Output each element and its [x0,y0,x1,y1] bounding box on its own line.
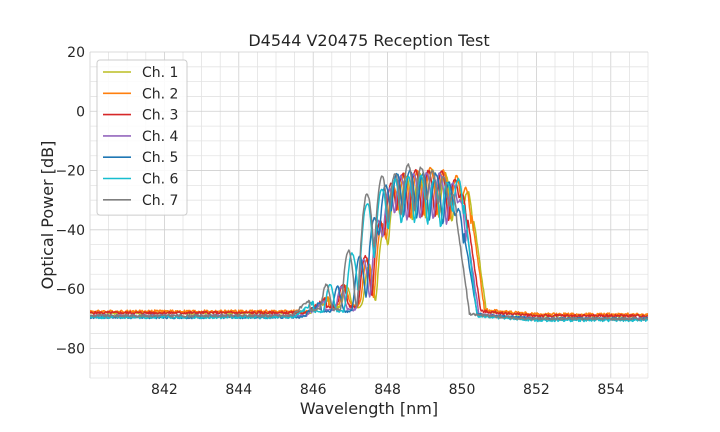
y-tick-label: −40 [55,223,85,239]
legend-label: Ch. 2 [142,86,178,102]
legend-label: Ch. 1 [142,65,178,81]
y-tick-label: −20 [55,164,85,180]
chart-title: D4544 V20475 Reception Test [248,31,489,50]
legend: Ch. 1 Ch. 2 Ch. 3 Ch. 4 Ch. 5 Ch. 6 Ch. 7 [96,59,188,216]
y-tick-label: −60 [55,282,85,298]
x-tick-label: 850 [449,382,476,398]
legend-label: Ch. 7 [142,193,178,209]
series-line-3 [90,168,648,318]
series-line-7 [90,163,648,321]
y-tick-label: 20 [67,45,85,61]
legend-box [96,59,188,216]
x-tick-label: 846 [300,382,327,398]
x-axis-label: Wavelength [nm] [300,399,438,418]
y-axis-label: Optical Power [dB] [38,141,57,290]
legend-label: Ch. 4 [142,129,179,145]
tick-labels: 842 844 846 848 850 852 854 −80 −60 −40 −20 0 20 [55,45,624,398]
legend-label: Ch. 5 [142,150,178,166]
legend-label: Ch. 6 [142,172,179,188]
series-lines [90,163,648,323]
y-tick-label: −80 [55,341,85,357]
x-tick-label: 848 [374,382,401,398]
x-tick-label: 844 [225,382,252,398]
y-tick-label: 0 [76,104,85,120]
series-line-6 [90,174,648,323]
x-tick-label: 852 [523,382,550,398]
legend-label: Ch. 3 [142,108,178,124]
x-tick-label: 842 [151,382,178,398]
x-tick-label: 854 [597,382,624,398]
